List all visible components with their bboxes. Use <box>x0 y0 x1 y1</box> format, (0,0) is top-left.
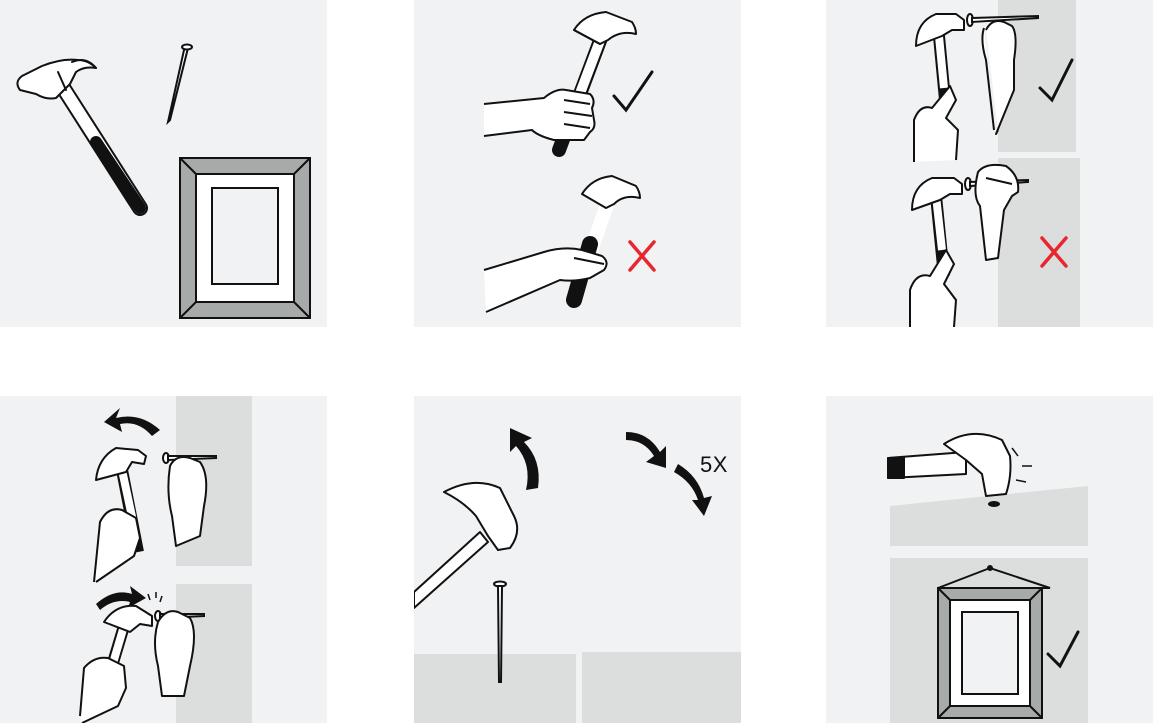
hand-incorrect-icon <box>483 247 608 313</box>
wall-left <box>414 654 576 723</box>
impact-lines-icon <box>1011 447 1032 483</box>
check-mark-icon <box>1046 630 1080 669</box>
nail-icon <box>166 43 193 126</box>
hammer-icon <box>915 13 965 111</box>
check-mark-icon <box>612 70 654 113</box>
arrow-forward-icon <box>96 586 146 610</box>
wall-right <box>582 652 741 723</box>
nail-icon <box>966 13 1039 27</box>
impact-lines-icon <box>147 592 163 603</box>
panel-tools <box>0 0 327 327</box>
check-mark-icon <box>1038 58 1074 103</box>
panel-hang-frame <box>826 396 1153 723</box>
picture-frame-icon <box>179 157 311 319</box>
hammer-incorrect-grip-icon <box>566 175 641 308</box>
hand-holding-hammer-icon <box>79 656 127 723</box>
nail-icon <box>493 580 507 683</box>
hand-holding-nail-icon <box>154 610 195 697</box>
wall-top <box>890 486 1088 546</box>
hand-holding-nail-icon <box>981 20 1017 135</box>
hand-correct-icon <box>483 88 596 141</box>
hand-holding-hammer-icon <box>913 85 959 162</box>
nail-head-icon <box>988 501 1000 507</box>
hammer-icon <box>911 177 963 277</box>
panel-hammer-strikes: 5X <box>414 396 741 723</box>
hammer-raised-icon <box>414 481 519 609</box>
hand-holding-hammer-icon <box>93 508 141 583</box>
hand-holding-nail-icon <box>167 456 208 547</box>
hanging-frame-icon <box>937 565 1051 719</box>
cross-mark-icon <box>1040 236 1068 268</box>
hand-fist-incorrect-icon <box>974 163 1020 261</box>
arrow-down-icon-2 <box>674 464 712 516</box>
hammer-icon <box>16 58 148 216</box>
panel-grip <box>414 0 741 327</box>
arrow-up-icon <box>510 428 539 490</box>
hammer-tapping-icon <box>887 433 1012 497</box>
arrow-back-icon <box>104 408 160 436</box>
hand-holding-hammer-icon <box>909 249 957 327</box>
panel-tap-nail <box>0 396 327 723</box>
repeat-count-label: 5X <box>700 452 728 477</box>
arrow-down-icon <box>626 432 666 468</box>
cross-mark-icon <box>628 240 656 272</box>
panel-hold-nail <box>826 0 1153 327</box>
